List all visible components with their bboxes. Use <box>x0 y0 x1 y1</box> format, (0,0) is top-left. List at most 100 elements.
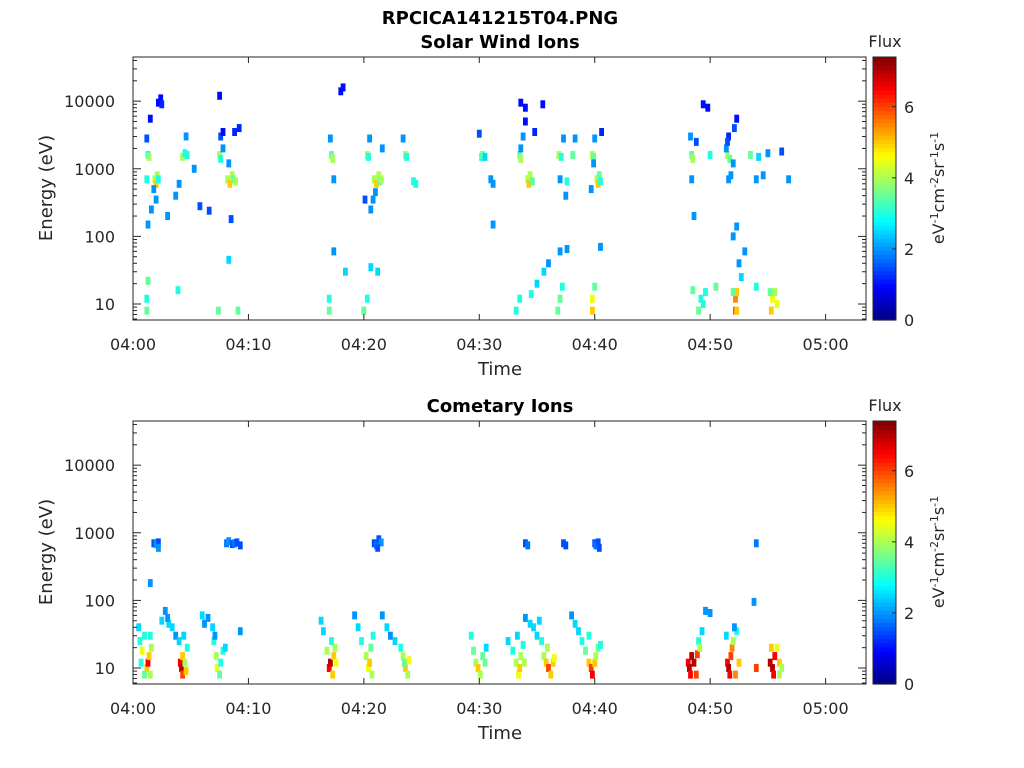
heatmap-cell <box>523 117 528 126</box>
heatmap-cell <box>362 195 368 204</box>
colorbar-segment <box>873 180 896 185</box>
colorbar-segment <box>873 457 896 463</box>
heatmap-cell <box>515 631 520 640</box>
heatmap-cell <box>388 631 393 640</box>
x-tick-label: 04:30 <box>456 699 502 718</box>
heatmap-cell <box>476 129 482 138</box>
heatmap-cell <box>137 637 143 646</box>
heatmap-cell <box>569 611 574 620</box>
axes: 04:00 04:10 04:20 04:30 04:40 04:50 05:00 10 100… <box>64 56 867 354</box>
colorbar-segment <box>873 204 896 210</box>
colorbar-segment <box>873 163 896 169</box>
colorbar-segment <box>873 614 896 619</box>
colorbar-segment <box>873 556 896 562</box>
heatmap-cell <box>405 670 411 679</box>
colorbar-segment <box>873 663 896 669</box>
heatmap-cell <box>328 134 333 143</box>
heatmap-cell <box>144 306 150 315</box>
heatmap-cell <box>595 538 601 547</box>
heatmap-cell <box>183 132 189 141</box>
heatmap-cell <box>736 259 742 268</box>
colorbar-segment <box>873 167 896 173</box>
heatmap-cell <box>505 637 511 646</box>
heatmap-cell <box>713 282 719 291</box>
colorbar-segment <box>873 229 896 235</box>
colorbar-segment <box>873 85 896 91</box>
heatmap-cell <box>329 637 334 646</box>
colorbar-segment <box>873 114 896 120</box>
heatmap-cell <box>738 273 744 282</box>
heatmap-cell <box>689 652 695 661</box>
heatmap-cell <box>401 658 407 667</box>
heatmap-cell <box>725 658 730 667</box>
heatmap-cell <box>220 144 226 153</box>
heatmap-cell <box>368 205 374 214</box>
heatmap-cell <box>364 294 370 303</box>
heatmap-cell <box>550 658 556 667</box>
heatmap-cell <box>586 631 592 640</box>
colorbar-segment <box>873 531 896 537</box>
colorbar-segment <box>873 184 896 190</box>
heatmap-cell <box>378 538 384 547</box>
heatmap-cell <box>540 100 546 109</box>
heatmap-cell <box>321 627 326 636</box>
axes-box <box>132 56 867 321</box>
heatmap-cell <box>318 616 324 625</box>
colorbar-segment <box>873 151 896 157</box>
heatmap-cell <box>707 151 713 159</box>
heatmap-cell <box>520 132 526 141</box>
heatmap-cell <box>558 152 564 161</box>
colorbar-segment <box>873 675 896 681</box>
x-tick-label: 04:10 <box>225 699 271 718</box>
heatmap-cell <box>197 202 203 211</box>
heatmap-cell <box>530 177 535 186</box>
heatmap-cell <box>687 664 692 672</box>
heatmap-cell <box>156 538 161 547</box>
heatmap-cell <box>206 206 212 215</box>
heatmap-cell <box>403 664 408 672</box>
heatmap-cell <box>374 179 379 188</box>
heatmap-cell <box>144 664 150 672</box>
colorbar-box <box>872 420 897 685</box>
colorbar-segment <box>873 651 896 656</box>
heatmap-cell <box>211 637 217 646</box>
heatmap-cell <box>733 294 738 303</box>
heatmap-cell <box>748 151 753 159</box>
colorbar-segment <box>873 503 896 508</box>
heatmap-cell <box>373 188 378 197</box>
heatmap-cell <box>685 658 691 667</box>
heatmap-cell <box>753 175 759 184</box>
heatmap-cell <box>237 541 243 550</box>
heatmap-cell <box>149 205 154 214</box>
heatmap-cell <box>326 306 332 315</box>
heatmap-cell <box>732 124 737 133</box>
heatmap-cell <box>736 658 742 667</box>
heatmap-cell <box>768 306 774 315</box>
heatmap-cell <box>359 637 364 646</box>
heatmap-cell <box>532 128 538 136</box>
heatmap-cell <box>145 276 151 285</box>
heatmap-cell <box>768 643 774 652</box>
heatmap-cell <box>236 124 242 133</box>
colorbar-segment <box>873 118 896 124</box>
heatmap-cell <box>366 664 371 672</box>
heatmap-cell <box>693 670 699 679</box>
heatmap-cell <box>216 306 221 315</box>
y-axis-label: Energy (eV) <box>36 499 57 605</box>
colorbar-segment <box>873 593 896 599</box>
x-tick-label: 04:50 <box>687 699 733 718</box>
heatmap-cell <box>774 300 780 308</box>
colorbar-segment <box>873 552 896 558</box>
heatmap-cell <box>786 175 791 184</box>
heatmap-cell <box>576 627 581 636</box>
heatmap-cell <box>352 611 357 620</box>
x-tick-label: 04:40 <box>572 335 618 354</box>
heatmap-cell <box>232 128 237 136</box>
colorbar: 0 2 4 6 <box>872 420 914 694</box>
heatmap-cell <box>217 670 222 679</box>
heatmap-cell <box>771 670 776 679</box>
colorbar-segment <box>873 638 896 644</box>
heatmap-cell <box>159 616 165 625</box>
y-tick-label: 10 <box>95 659 115 678</box>
heatmap-cell <box>146 652 152 661</box>
